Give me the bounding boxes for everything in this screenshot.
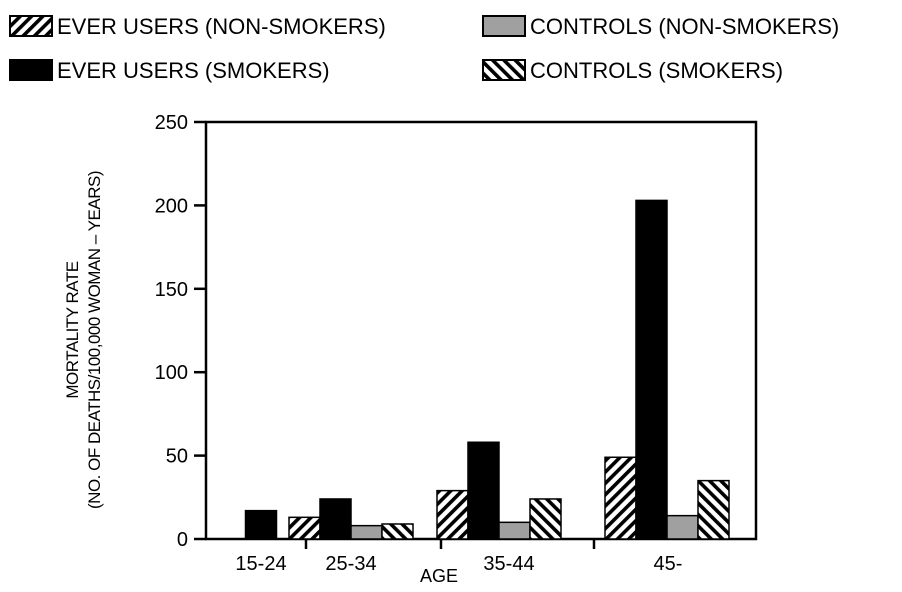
legend-label: CONTROLS (SMOKERS) [530, 58, 783, 83]
legend-label: EVER USERS (SMOKERS) [57, 58, 330, 83]
y-tick-label: 0 [177, 529, 188, 551]
bar-25-34-series-1 [319, 498, 352, 540]
bar-45--series-3 [697, 479, 730, 540]
bar-45--series-1 [635, 199, 668, 540]
bar-45--series-0 [604, 456, 637, 540]
y-axis: 0 50 100 150 200 250 [155, 112, 206, 551]
legend-label: EVER USERS (NON-SMOKERS) [57, 14, 386, 39]
legend-swatch [482, 59, 526, 81]
x-axis: 15-24 25-34 35-44 45- [235, 539, 682, 575]
legend-label: CONTROLS (NON-SMOKERS) [530, 14, 839, 39]
y-tick-label: 250 [155, 112, 188, 134]
legend-swatch [482, 15, 526, 37]
legend: EVER USERS (NON-SMOKERS) EVER USERS (SMOK… [9, 14, 839, 83]
bar-25-34-series-3 [381, 523, 414, 540]
bar-15-24-series-1 [244, 509, 278, 540]
x-tick-label: 35-44 [483, 553, 534, 575]
bars-group [244, 199, 730, 540]
y-axis-title: MORTALITY RATE (NO. OF DEATHS/100,000 WO… [63, 171, 104, 509]
legend-swatch [9, 59, 53, 81]
x-tick-label: 15-24 [235, 553, 286, 575]
y-axis-title-line1: MORTALITY RATE [63, 261, 82, 398]
bar-45--series-2 [666, 514, 699, 540]
bar-25-34-series-2 [350, 524, 383, 540]
bar-25-34-series-0 [288, 516, 321, 540]
bar-35-44-series-1 [467, 441, 500, 540]
x-tick-label: 25-34 [325, 553, 376, 575]
bar-35-44-series-3 [529, 498, 562, 540]
x-axis-title: AGE [420, 566, 458, 586]
y-tick-label: 150 [155, 279, 188, 301]
y-tick-label: 200 [155, 195, 188, 217]
y-axis-title-line2: (NO. OF DEATHS/100,000 WOMAN – YEARS) [85, 171, 104, 509]
legend-swatch [9, 15, 53, 37]
bar-35-44-series-2 [498, 521, 531, 540]
y-tick-label: 100 [155, 362, 188, 384]
bar-35-44-series-0 [436, 489, 469, 540]
y-tick-label: 50 [166, 446, 188, 468]
x-tick-label: 45- [654, 553, 683, 575]
